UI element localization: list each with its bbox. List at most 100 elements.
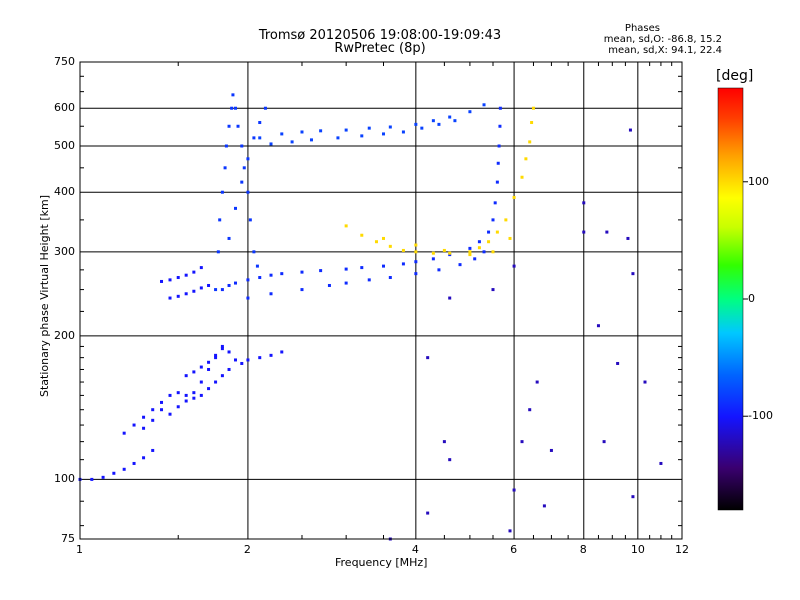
phases-o-mode-stats: mean, sd,O: -86.8, 15.2	[603, 34, 722, 45]
scatter-point	[512, 195, 516, 199]
scatter-point	[508, 529, 512, 533]
scatter-point	[605, 230, 609, 234]
scatter-point	[269, 273, 273, 277]
scatter-point	[280, 132, 284, 136]
scatter-point	[448, 115, 452, 119]
x-tick-label: 1	[76, 543, 83, 556]
scatter-point	[192, 396, 196, 400]
chart-title: Tromsø 20120506 19:08:00-19:09:43	[258, 28, 502, 43]
scatter-point	[258, 121, 262, 125]
scatter-point	[491, 288, 495, 292]
scatter-point	[168, 412, 172, 416]
scatter-point	[236, 124, 240, 128]
scatter-point	[176, 294, 180, 298]
y-tick-label: 750	[54, 55, 75, 68]
scatter-point	[549, 448, 553, 452]
scatter-point	[192, 270, 196, 274]
scatter-point	[227, 236, 231, 240]
scatter-point	[214, 288, 218, 292]
data-points	[78, 93, 663, 541]
scatter-point	[220, 190, 224, 194]
scatter-point	[437, 268, 441, 272]
scatter-point	[327, 283, 331, 287]
scatter-point	[233, 106, 237, 110]
scatter-point	[269, 142, 273, 146]
scatter-point	[280, 272, 284, 276]
scatter-point	[344, 267, 348, 271]
scatter-point	[192, 370, 196, 374]
scatter-point	[160, 400, 164, 404]
scatter-point	[495, 180, 499, 184]
phases-x-mode-stats: mean, sd,X: 94.1, 22.4	[608, 45, 722, 56]
scatter-point	[227, 124, 231, 128]
x-tick-label: 12	[675, 543, 689, 556]
scatter-point	[258, 356, 262, 360]
scatter-point	[214, 353, 218, 357]
y-axis-title: Stationary phase Virtual Height [km]	[38, 194, 51, 397]
scatter-point	[448, 251, 452, 255]
scatter-point	[184, 399, 188, 403]
y-tick-label: 400	[54, 185, 75, 199]
scatter-point	[528, 408, 532, 412]
scatter-point	[220, 347, 224, 351]
scatter-point	[230, 106, 234, 110]
scatter-point	[448, 458, 452, 462]
scatter-point	[207, 283, 211, 287]
scatter-point	[132, 461, 136, 465]
scatter-point	[233, 358, 237, 362]
scatter-point	[220, 344, 224, 348]
colorbar-tick-label: 100	[748, 174, 769, 188]
scatter-point	[512, 488, 516, 492]
scatter-point	[233, 281, 237, 285]
scatter-point	[192, 289, 196, 293]
y-tick-label: 500	[54, 138, 75, 152]
scatter-point	[437, 122, 441, 126]
scatter-point	[431, 251, 435, 255]
scatter-point	[252, 136, 256, 140]
scatter-point	[199, 380, 203, 384]
scatter-point	[176, 405, 180, 409]
scatter-point	[151, 408, 155, 412]
scatter-point	[227, 350, 231, 354]
scatter-point	[520, 440, 524, 444]
scatter-point	[531, 106, 535, 110]
scatter-point	[520, 175, 524, 179]
scatter-point	[258, 276, 262, 280]
scatter-point	[300, 130, 304, 134]
scatter-point	[414, 250, 418, 254]
scatter-point	[442, 248, 446, 252]
scatter-point	[319, 129, 323, 133]
scatter-point	[227, 367, 231, 371]
scatter-point	[290, 140, 294, 144]
scatter-point	[207, 367, 211, 371]
plot-frame	[79, 61, 683, 540]
chart-subtitle: RwPretec (8p)	[334, 41, 426, 56]
scatter-point	[487, 230, 491, 234]
scatter-point	[426, 356, 430, 360]
scatter-point	[401, 248, 405, 252]
scatter-point	[431, 257, 435, 261]
scatter-point	[414, 243, 418, 247]
x-tick-label: 2	[243, 543, 251, 556]
scatter-point	[224, 144, 228, 148]
scatter-point	[142, 415, 146, 419]
scatter-point	[132, 423, 136, 427]
scatter-point	[218, 218, 222, 222]
scatter-point	[192, 391, 196, 395]
scatter-point	[252, 250, 256, 254]
scatter-point	[401, 130, 405, 134]
scatter-point	[184, 292, 188, 296]
scatter-point	[508, 236, 512, 240]
scatter-point	[388, 125, 392, 129]
scatter-point	[300, 288, 304, 292]
scatter-point	[582, 230, 586, 234]
scatter-point	[477, 246, 481, 250]
scatter-point	[360, 233, 364, 237]
y-tick-label: 200	[54, 328, 75, 342]
colorbar-tick-label: -100	[748, 409, 773, 423]
scatter-point	[240, 144, 244, 148]
scatter-point	[468, 110, 472, 114]
scatter-point	[582, 201, 586, 205]
scatter-point	[344, 281, 348, 285]
